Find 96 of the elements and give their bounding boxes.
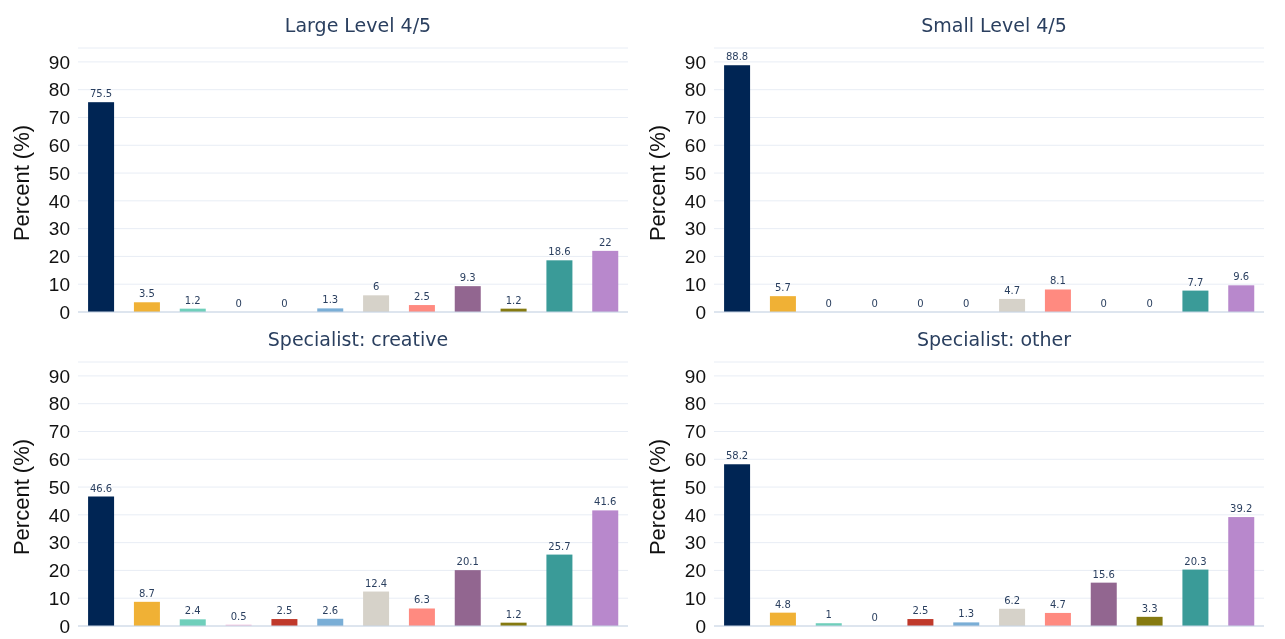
y-tick-label: 0 bbox=[695, 615, 706, 637]
data-label: 4.7 bbox=[1004, 284, 1021, 296]
data-label: 0 bbox=[235, 298, 242, 309]
data-label: 1.2 bbox=[505, 608, 522, 620]
y-tick-label: 40 bbox=[684, 504, 706, 526]
data-label: 58.2 bbox=[725, 450, 749, 462]
y-tick-label: 90 bbox=[684, 51, 706, 73]
data-label: 7.7 bbox=[1187, 276, 1204, 288]
data-label: 20.3 bbox=[1184, 555, 1207, 567]
data-label: 41.6 bbox=[594, 496, 617, 508]
data-label: 8.7 bbox=[138, 587, 155, 599]
y-tick-label: 30 bbox=[48, 218, 70, 240]
data-label: 2.4 bbox=[184, 605, 201, 617]
data-label: 2.5 bbox=[276, 605, 293, 617]
chart-title: Large Level 4/5 bbox=[283, 14, 433, 36]
y-tick-label: 60 bbox=[684, 135, 706, 157]
data-label: 1.3 bbox=[958, 608, 975, 620]
y-tick-label: 20 bbox=[48, 560, 70, 582]
data-label: 75.5 bbox=[89, 88, 113, 100]
y-tick-label: 40 bbox=[48, 504, 70, 526]
data-label: 39.2 bbox=[1230, 503, 1253, 515]
data-label: 1.2 bbox=[184, 294, 201, 306]
data-label: 6.2 bbox=[1004, 594, 1021, 606]
chart-title: Small Level 4/5 bbox=[920, 14, 1068, 36]
y-tick-label: 50 bbox=[48, 162, 70, 184]
y-tick-label: 80 bbox=[48, 79, 70, 101]
data-label: 6.3 bbox=[413, 594, 430, 606]
y-tick-label: 90 bbox=[48, 51, 70, 73]
chart-title: Specialist: creative bbox=[266, 328, 450, 350]
y-tick-label: 10 bbox=[684, 273, 706, 295]
y-tick-label: 10 bbox=[48, 273, 70, 295]
y-axis-title: Percent (%) bbox=[645, 124, 671, 242]
y-tick-label: 80 bbox=[684, 79, 706, 101]
y-axis-title: Percent (%) bbox=[9, 438, 35, 556]
y-tick-label: 10 bbox=[48, 587, 70, 609]
data-label: 0 bbox=[917, 298, 924, 309]
data-label: 12.4 bbox=[364, 577, 388, 589]
data-label: 3.3 bbox=[1141, 602, 1158, 614]
y-tick-label: 30 bbox=[684, 218, 706, 240]
y-tick-label: 0 bbox=[59, 301, 70, 323]
data-label: 2.6 bbox=[322, 604, 339, 616]
y-axis-title: Percent (%) bbox=[9, 124, 35, 242]
data-label: 46.6 bbox=[89, 482, 113, 494]
data-label: 15.6 bbox=[1092, 568, 1115, 580]
y-axis-title: Percent (%) bbox=[645, 438, 671, 556]
y-tick-label: 80 bbox=[48, 393, 70, 415]
y-tick-label: 70 bbox=[684, 421, 706, 443]
data-label: 1.2 bbox=[505, 294, 522, 306]
data-label: 9.6 bbox=[1233, 271, 1250, 283]
data-label: 5.7 bbox=[774, 282, 791, 294]
data-label: 2.5 bbox=[413, 291, 430, 303]
y-tick-label: 20 bbox=[48, 246, 70, 268]
data-label: 22 bbox=[598, 236, 612, 248]
y-tick-label: 40 bbox=[48, 190, 70, 212]
y-tick-label: 80 bbox=[684, 393, 706, 415]
y-tick-label: 70 bbox=[48, 107, 70, 129]
chart-title: Specialist: other bbox=[915, 328, 1073, 350]
y-tick-label: 30 bbox=[684, 532, 706, 554]
y-tick-label: 50 bbox=[684, 162, 706, 184]
data-label: 0 bbox=[825, 298, 832, 309]
data-label: 0 bbox=[963, 298, 970, 309]
data-label: 3.5 bbox=[138, 288, 155, 300]
data-label: 25.7 bbox=[548, 540, 571, 552]
data-label: 20.1 bbox=[456, 556, 479, 568]
data-label: 4.8 bbox=[774, 598, 791, 610]
data-label: 1 bbox=[825, 609, 832, 621]
data-label: 6 bbox=[372, 281, 380, 293]
data-label: 9.3 bbox=[459, 272, 476, 284]
y-tick-label: 30 bbox=[48, 532, 70, 554]
y-tick-label: 70 bbox=[48, 421, 70, 443]
y-tick-label: 60 bbox=[48, 135, 70, 157]
data-label: 8.1 bbox=[1049, 275, 1066, 287]
data-label: 18.6 bbox=[548, 246, 571, 258]
data-label: 0 bbox=[871, 612, 878, 623]
data-label: 1.3 bbox=[322, 294, 339, 306]
y-tick-label: 0 bbox=[59, 615, 70, 637]
y-tick-label: 10 bbox=[684, 587, 706, 609]
y-tick-label: 60 bbox=[684, 449, 706, 471]
y-tick-label: 50 bbox=[48, 476, 70, 498]
y-tick-label: 90 bbox=[684, 365, 706, 387]
data-label: 0.5 bbox=[230, 610, 247, 622]
y-tick-label: 0 bbox=[695, 301, 706, 323]
y-tick-label: 20 bbox=[684, 560, 706, 582]
y-tick-label: 60 bbox=[48, 449, 70, 471]
data-label: 0 bbox=[871, 298, 878, 309]
data-label: 4.7 bbox=[1049, 598, 1066, 610]
y-tick-label: 90 bbox=[48, 365, 70, 387]
y-tick-label: 50 bbox=[684, 476, 706, 498]
y-tick-label: 40 bbox=[684, 190, 706, 212]
data-label: 0 bbox=[1146, 298, 1153, 309]
data-label: 88.8 bbox=[725, 51, 749, 63]
data-label: 0 bbox=[1100, 298, 1107, 309]
data-label: 2.5 bbox=[912, 605, 929, 617]
y-tick-label: 20 bbox=[684, 246, 706, 268]
y-tick-label: 70 bbox=[684, 107, 706, 129]
data-label: 0 bbox=[281, 298, 288, 309]
